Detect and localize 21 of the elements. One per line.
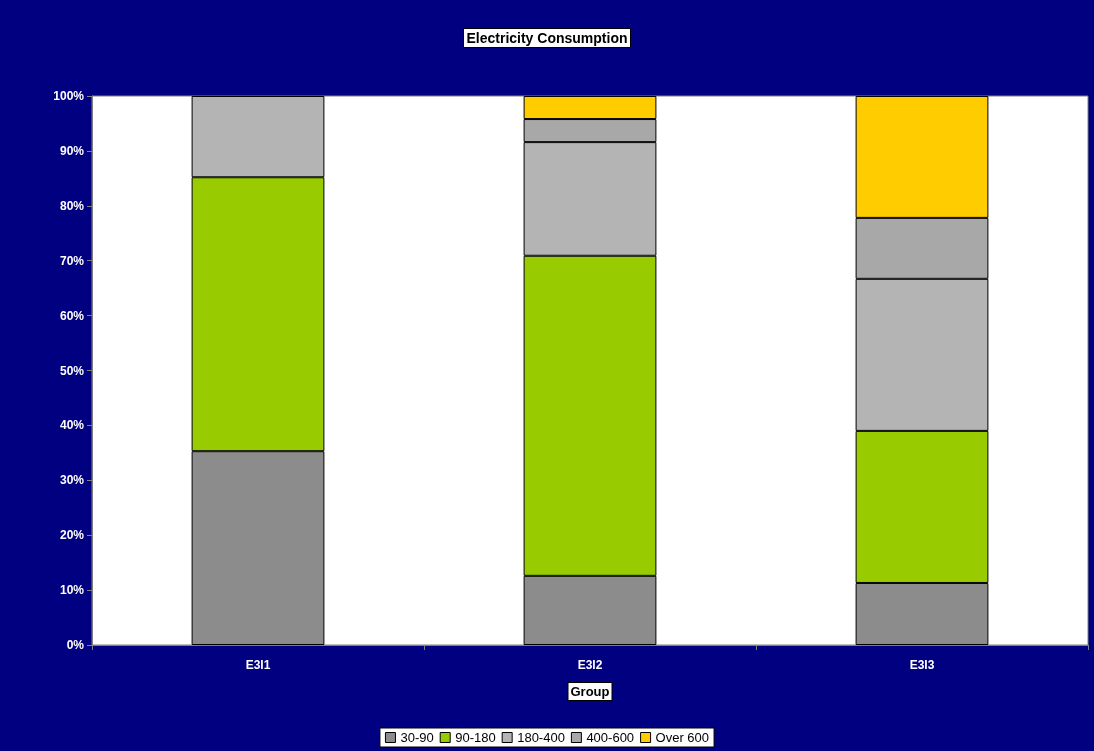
y-tick-label: 0%	[66, 638, 85, 652]
legend-label: 30-90	[400, 730, 434, 745]
chart-title: Electricity Consumption	[466, 30, 628, 46]
x-tick-label: E3I1	[245, 658, 271, 672]
y-tick-label: 30%	[59, 473, 85, 488]
y-tick-label: 20%	[59, 528, 85, 543]
y-tick-label: 60%	[59, 308, 85, 323]
y-tick-label: 50%	[59, 363, 85, 378]
legend-label: 90-180	[455, 730, 496, 745]
legend-label: 400-600	[586, 730, 635, 745]
legend-label: Over 600	[655, 730, 710, 745]
y-tick-label: 100%	[53, 89, 85, 103]
y-tick-label: 70%	[59, 253, 85, 268]
x-tick-label: E3I3	[909, 658, 935, 672]
y-tick-label: 90%	[59, 143, 85, 158]
x-axis-title: Group	[570, 684, 610, 699]
y-tick-label: 10%	[59, 583, 85, 598]
y-tick-label: 40%	[59, 418, 85, 433]
x-tick-label: E3I2	[577, 658, 603, 672]
legend-label: 180-400	[517, 730, 565, 745]
y-tick-label: 80%	[59, 198, 85, 213]
